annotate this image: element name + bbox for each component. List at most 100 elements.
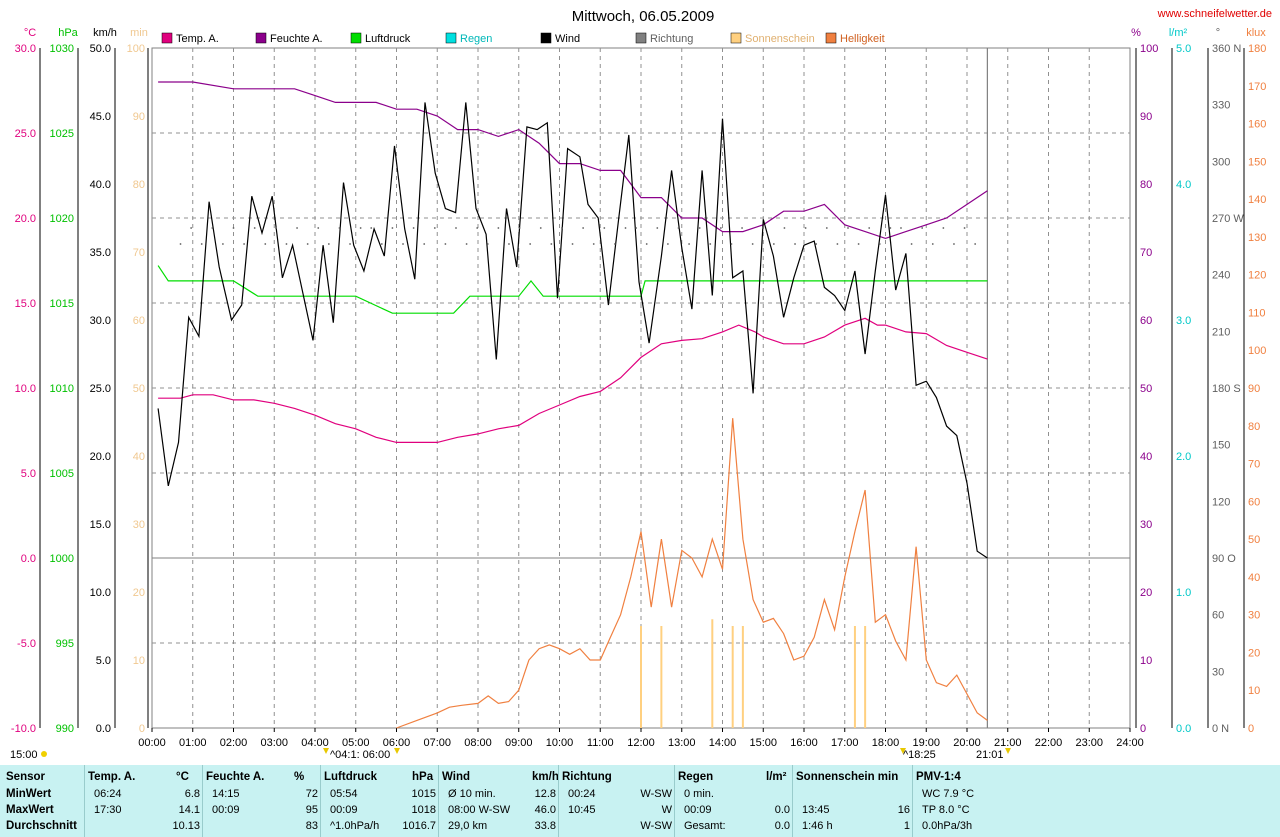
x-tick-label: 19:00 [912, 737, 940, 749]
direction-dot [486, 243, 489, 245]
direction-dot [815, 243, 818, 245]
plot-area [157, 81, 988, 729]
lux-tick-label: 90 [1248, 383, 1260, 395]
x-tick-label: 16:00 [790, 737, 818, 749]
table-cell: Gesamt: [684, 820, 726, 832]
table-cell: 17:30 [94, 804, 122, 816]
direction-dot [762, 227, 765, 229]
sun-tick-label: 0 [139, 723, 145, 735]
hum-tick-label: 50 [1140, 383, 1152, 395]
lux-tick-label: 130 [1248, 232, 1266, 244]
direction-dot [550, 243, 553, 245]
direction-dot [497, 227, 500, 229]
direction-dot [889, 227, 892, 229]
direction-dot [285, 243, 288, 245]
direction-dot [274, 227, 277, 229]
x-tick-label: 18:00 [872, 737, 900, 749]
direction-dot [963, 227, 966, 229]
direction-dot [412, 227, 415, 229]
table-column [84, 765, 203, 837]
hum-tick-label: 60 [1140, 315, 1152, 327]
sunrise-label: ^04:1: 06:00 [330, 749, 390, 761]
legend-label: Luftdruck [365, 33, 411, 45]
direction-dot [476, 227, 479, 229]
sun-tick-label: 40 [133, 451, 145, 463]
hum-tick-label: 70 [1140, 247, 1152, 259]
direction-dot [645, 243, 648, 245]
hum-tick-label: 80 [1140, 179, 1152, 191]
direction-dot [931, 243, 934, 245]
table-header: Sensor [6, 771, 45, 783]
table-cell-value: 95 [305, 804, 318, 816]
series-windline [157, 102, 988, 559]
direction-dot [243, 243, 245, 245]
x-tick-label: 22:00 [1035, 737, 1063, 749]
direction-dot [571, 243, 574, 245]
site-url[interactable]: www.schneifelwetter.de [1157, 8, 1272, 20]
sun-tick-label: 60 [133, 315, 145, 327]
table-cell: 0.0hPa/3h [922, 820, 973, 832]
x-tick-label: 06:00 [383, 737, 411, 749]
sun-tick-label: 20 [133, 587, 145, 599]
lux-tick-label: 50 [1248, 534, 1260, 546]
sun-marker-icon [900, 748, 906, 754]
press-tick-label: 1010 [50, 383, 74, 395]
direction-dot [614, 243, 616, 245]
wind-axis-unit: km/h [93, 27, 117, 39]
table-cell-value: 1 [903, 820, 910, 832]
table-header-unit: % [294, 771, 305, 783]
legend-swatch [161, 32, 173, 44]
lux-tick-label: 10 [1248, 685, 1260, 697]
table-column [558, 765, 675, 837]
x-tick-label: 08:00 [464, 737, 492, 749]
hum-tick-label: 100 [1140, 43, 1158, 55]
direction-dot [561, 227, 563, 229]
lux-tick-label: 160 [1248, 119, 1266, 131]
lux-tick-label: 80 [1248, 421, 1260, 433]
x-tick-label: 21:00 [994, 737, 1022, 749]
table-column [438, 765, 559, 837]
direction-dot [709, 243, 712, 245]
table-cell: 00:09 [212, 804, 240, 816]
table-cell-value: 46.0 [534, 804, 556, 816]
direction-dot [942, 227, 945, 229]
direction-dot [338, 227, 341, 229]
x-tick-label: 14:00 [709, 737, 737, 749]
dir-tick-label: 360 N [1212, 43, 1241, 55]
table-cell: 0 min. [684, 788, 714, 800]
direction-dot [666, 243, 669, 245]
end-time-label: 21:01 [976, 749, 1004, 761]
temp-tick-label: 30.0 [15, 43, 36, 55]
direction-dot [465, 243, 468, 245]
table-cell-value: 1015 [411, 788, 436, 800]
direction-dot [306, 243, 309, 245]
hum-tick-label: 40 [1140, 451, 1152, 463]
press-tick-label: 1025 [50, 128, 74, 140]
direction-dot [592, 243, 595, 245]
direction-dot [444, 243, 447, 245]
direction-dot [370, 227, 373, 229]
direction-dot [719, 227, 722, 229]
temp-tick-label: 15.0 [15, 298, 36, 310]
table-column [674, 765, 793, 837]
x-tick-label: 09:00 [505, 737, 533, 749]
x-tick-label: 04:00 [301, 737, 329, 749]
wind-tick-label: 30.0 [90, 315, 111, 327]
table-column [320, 765, 439, 837]
table-cell: 06:24 [94, 788, 122, 800]
hum-tick-label: 0 [1140, 723, 1146, 735]
table-cell: ^1.0hPa/h [330, 820, 380, 832]
sun-marker-icon [323, 748, 329, 754]
table-cell-value: 1016.7 [402, 820, 436, 832]
direction-dot [688, 243, 690, 245]
wind-tick-label: 10.0 [90, 587, 111, 599]
lux-tick-label: 70 [1248, 459, 1260, 471]
legend-label: Temp. A. [176, 33, 219, 45]
table-cell-value: 16 [897, 804, 910, 816]
direction-dot [200, 243, 203, 245]
table-cell-value: 83 [305, 820, 318, 832]
lux-tick-label: 20 [1248, 647, 1260, 659]
legend-label: Helligkeit [840, 33, 885, 45]
direction-dot [783, 227, 786, 229]
series-feuchte-a-line [158, 81, 988, 240]
